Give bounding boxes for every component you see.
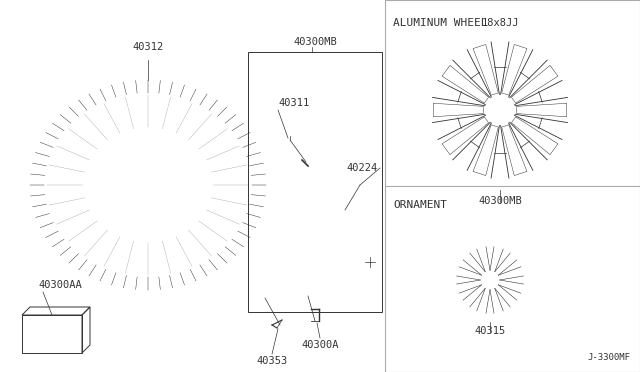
Text: 40315: 40315 xyxy=(474,326,506,336)
Text: 40300A: 40300A xyxy=(301,340,339,350)
Text: ALUMINUM WHEEL: ALUMINUM WHEEL xyxy=(393,18,488,28)
Text: 40353: 40353 xyxy=(257,356,287,366)
Text: 40224: 40224 xyxy=(347,163,378,173)
Bar xyxy=(22,315,82,353)
Text: J-3300MF: J-3300MF xyxy=(587,353,630,362)
Text: 40300MB: 40300MB xyxy=(293,37,337,47)
Text: 40311: 40311 xyxy=(278,98,309,108)
Bar xyxy=(385,0,640,372)
Text: 18x8JJ: 18x8JJ xyxy=(481,18,519,28)
Text: ORNAMENT: ORNAMENT xyxy=(393,200,447,210)
Text: 40312: 40312 xyxy=(132,42,164,52)
Text: 40300MB: 40300MB xyxy=(478,196,522,206)
Bar xyxy=(248,52,382,312)
Text: 40300AA: 40300AA xyxy=(38,280,82,290)
